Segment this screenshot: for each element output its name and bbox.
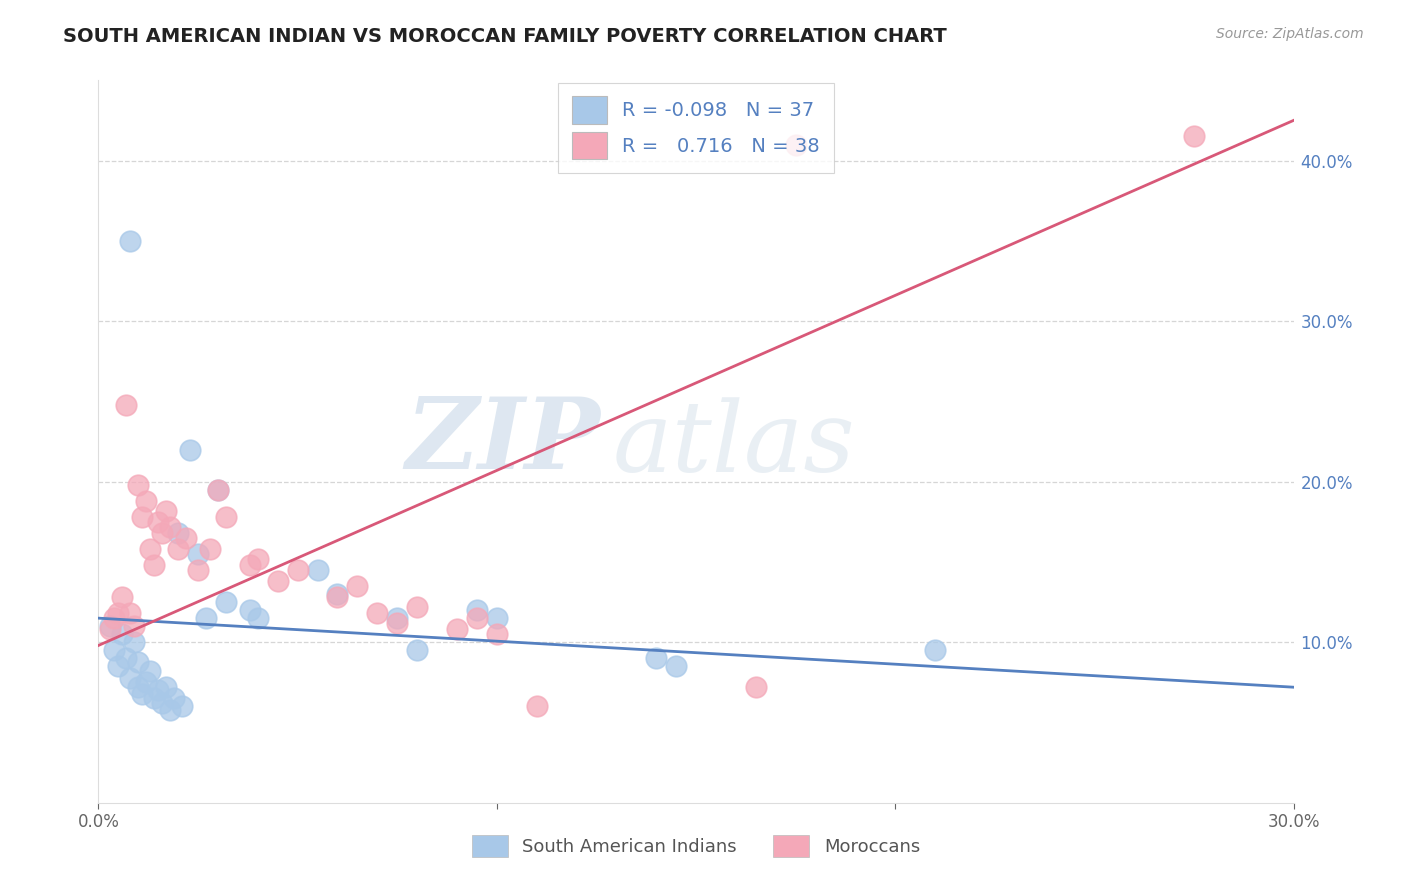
Point (215, 595, 238, 609)
Point (120, 234, 142, 248)
Point (139, 542, 162, 557)
Point (124, 619, 146, 633)
Point (172, 699, 194, 714)
Point (645, 651, 668, 665)
Point (150, 526, 173, 541)
Point (127, 478, 149, 492)
Point (167, 526, 190, 541)
Point (239, 558, 262, 573)
Point (143, 691, 166, 706)
Point (124, 635, 146, 649)
Point (346, 579, 368, 593)
Point (187, 563, 209, 577)
Point (155, 680, 177, 694)
Point (406, 599, 429, 614)
Point (326, 587, 349, 601)
Point (465, 611, 488, 625)
Point (1182, 129, 1205, 144)
Text: SOUTH AMERICAN INDIAN VS MOROCCAN FAMILY POVERTY CORRELATION CHART: SOUTH AMERICAN INDIAN VS MOROCCAN FAMILY… (63, 27, 948, 45)
Point (174, 531, 197, 545)
Text: ZIP: ZIP (405, 393, 600, 490)
Point (155, 503, 177, 517)
Point (446, 623, 468, 637)
Point (127, 680, 149, 694)
Point (195, 611, 218, 625)
Point (665, 659, 688, 673)
Point (111, 591, 134, 605)
Point (148, 683, 170, 698)
Point (115, 398, 138, 412)
Point (107, 607, 129, 621)
Point (485, 627, 508, 641)
Point (745, 680, 768, 694)
Point (111, 627, 134, 641)
Point (135, 494, 157, 508)
Point (366, 607, 388, 621)
Point (406, 643, 429, 657)
Point (131, 510, 153, 524)
Point (287, 563, 309, 577)
Point (135, 675, 157, 690)
Point (163, 691, 186, 706)
Text: Source: ZipAtlas.com: Source: ZipAtlas.com (1216, 27, 1364, 41)
Point (139, 664, 162, 678)
Legend: South American Indians, Moroccans: South American Indians, Moroccans (463, 826, 929, 866)
Point (131, 687, 153, 701)
Point (148, 515, 170, 529)
Text: atlas: atlas (613, 398, 855, 492)
Point (246, 611, 269, 625)
Point (307, 563, 329, 577)
Point (98, 623, 122, 637)
Point (215, 510, 238, 524)
Point (385, 611, 409, 625)
Point (120, 607, 142, 621)
Point (103, 643, 125, 657)
Point (198, 542, 221, 557)
Point (785, 137, 807, 152)
Point (207, 483, 229, 497)
Point (103, 611, 125, 625)
Point (98, 619, 122, 633)
Point (120, 671, 142, 685)
Point (187, 547, 209, 561)
Point (179, 442, 201, 457)
Point (267, 574, 290, 589)
Point (167, 542, 190, 557)
Point (150, 696, 173, 710)
Point (239, 603, 262, 617)
Point (326, 591, 349, 605)
Point (159, 703, 181, 717)
Point (159, 519, 181, 533)
Point (924, 643, 946, 657)
Point (127, 655, 149, 669)
Point (107, 659, 129, 673)
Point (485, 611, 508, 625)
Point (115, 651, 138, 665)
Point (465, 603, 488, 617)
Point (526, 699, 548, 714)
Point (143, 558, 166, 573)
Point (246, 551, 269, 566)
Point (385, 615, 409, 630)
Point (207, 483, 229, 497)
